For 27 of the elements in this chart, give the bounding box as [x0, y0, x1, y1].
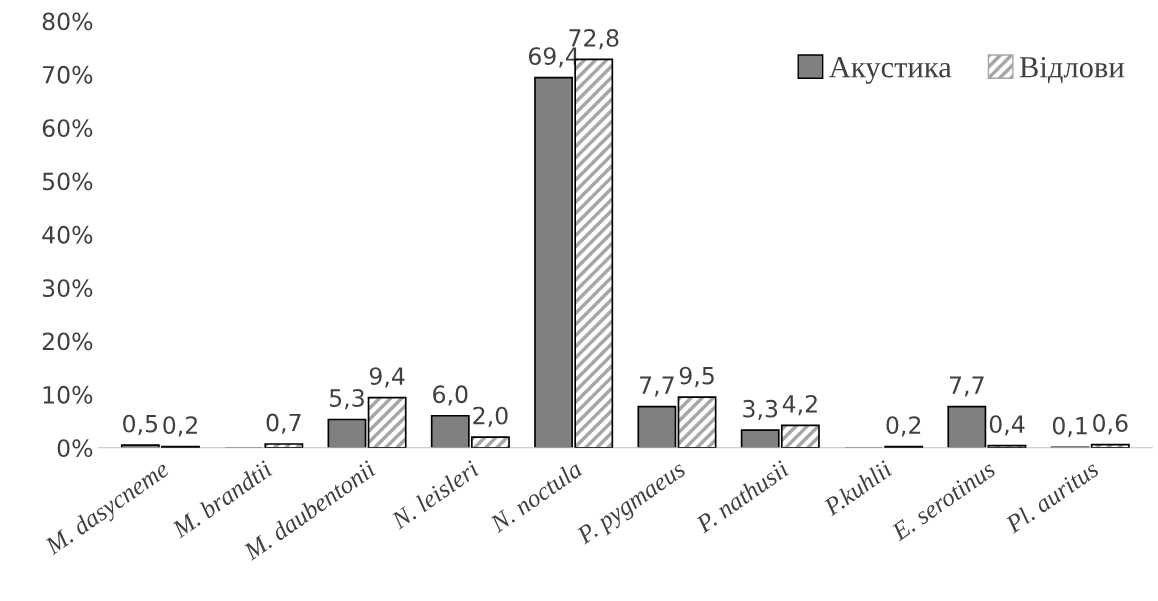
y-tick-label: 60% — [42, 119, 93, 138]
y-tick-label: 0% — [57, 439, 93, 458]
data-label: 7,7 — [949, 376, 984, 397]
y-tick-label: 70% — [43, 65, 93, 84]
data-label: 3,3 — [743, 399, 778, 420]
legend-label: Акустика — [829, 57, 952, 84]
data-label: 0,4 — [989, 415, 1025, 436]
data-label: 0,2 — [163, 416, 197, 437]
y-tick-label: 40% — [42, 225, 93, 244]
data-label: 4,2 — [782, 394, 817, 416]
legend-label: Відлови — [1019, 57, 1124, 84]
data-label: 0,6 — [1093, 414, 1128, 435]
data-label: 6,0 — [433, 385, 468, 406]
data-label: 7,7 — [640, 376, 674, 397]
data-label: 0,2 — [886, 416, 921, 437]
y-tick-label: 20% — [42, 332, 93, 351]
data-label: 5,3 — [330, 389, 364, 410]
data-label: 2,0 — [473, 406, 508, 427]
data-label: 0,5 — [123, 414, 158, 435]
y-tick-label: 30% — [42, 279, 93, 298]
y-tick-label: 10% — [43, 385, 93, 404]
data-label: 9,5 — [679, 366, 714, 387]
y-tick-label: 50% — [42, 172, 93, 191]
data-label: 0,7 — [266, 413, 301, 434]
data-label: 9,4 — [369, 367, 405, 388]
data-label: 0,1 — [1052, 416, 1087, 438]
y-tick-label: 80% — [42, 12, 93, 31]
